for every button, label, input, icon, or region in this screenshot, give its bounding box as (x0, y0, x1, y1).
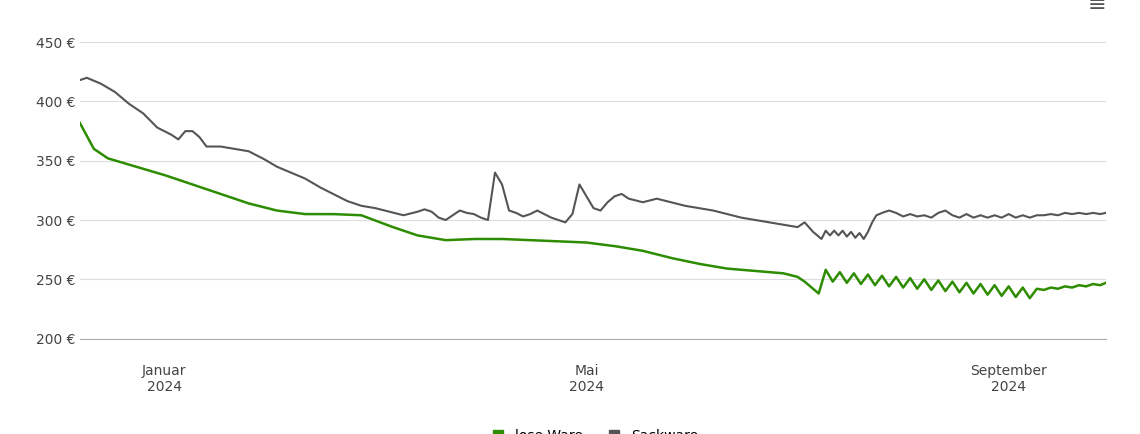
Text: ≡: ≡ (1088, 0, 1106, 15)
Text: 2024: 2024 (991, 380, 1026, 394)
Text: Januar: Januar (142, 364, 187, 378)
Text: 2024: 2024 (147, 380, 181, 394)
Legend: lose Ware, Sackware: lose Ware, Sackware (481, 424, 705, 434)
Text: Mai: Mai (575, 364, 599, 378)
Text: 2024: 2024 (569, 380, 604, 394)
Text: September: September (970, 364, 1047, 378)
